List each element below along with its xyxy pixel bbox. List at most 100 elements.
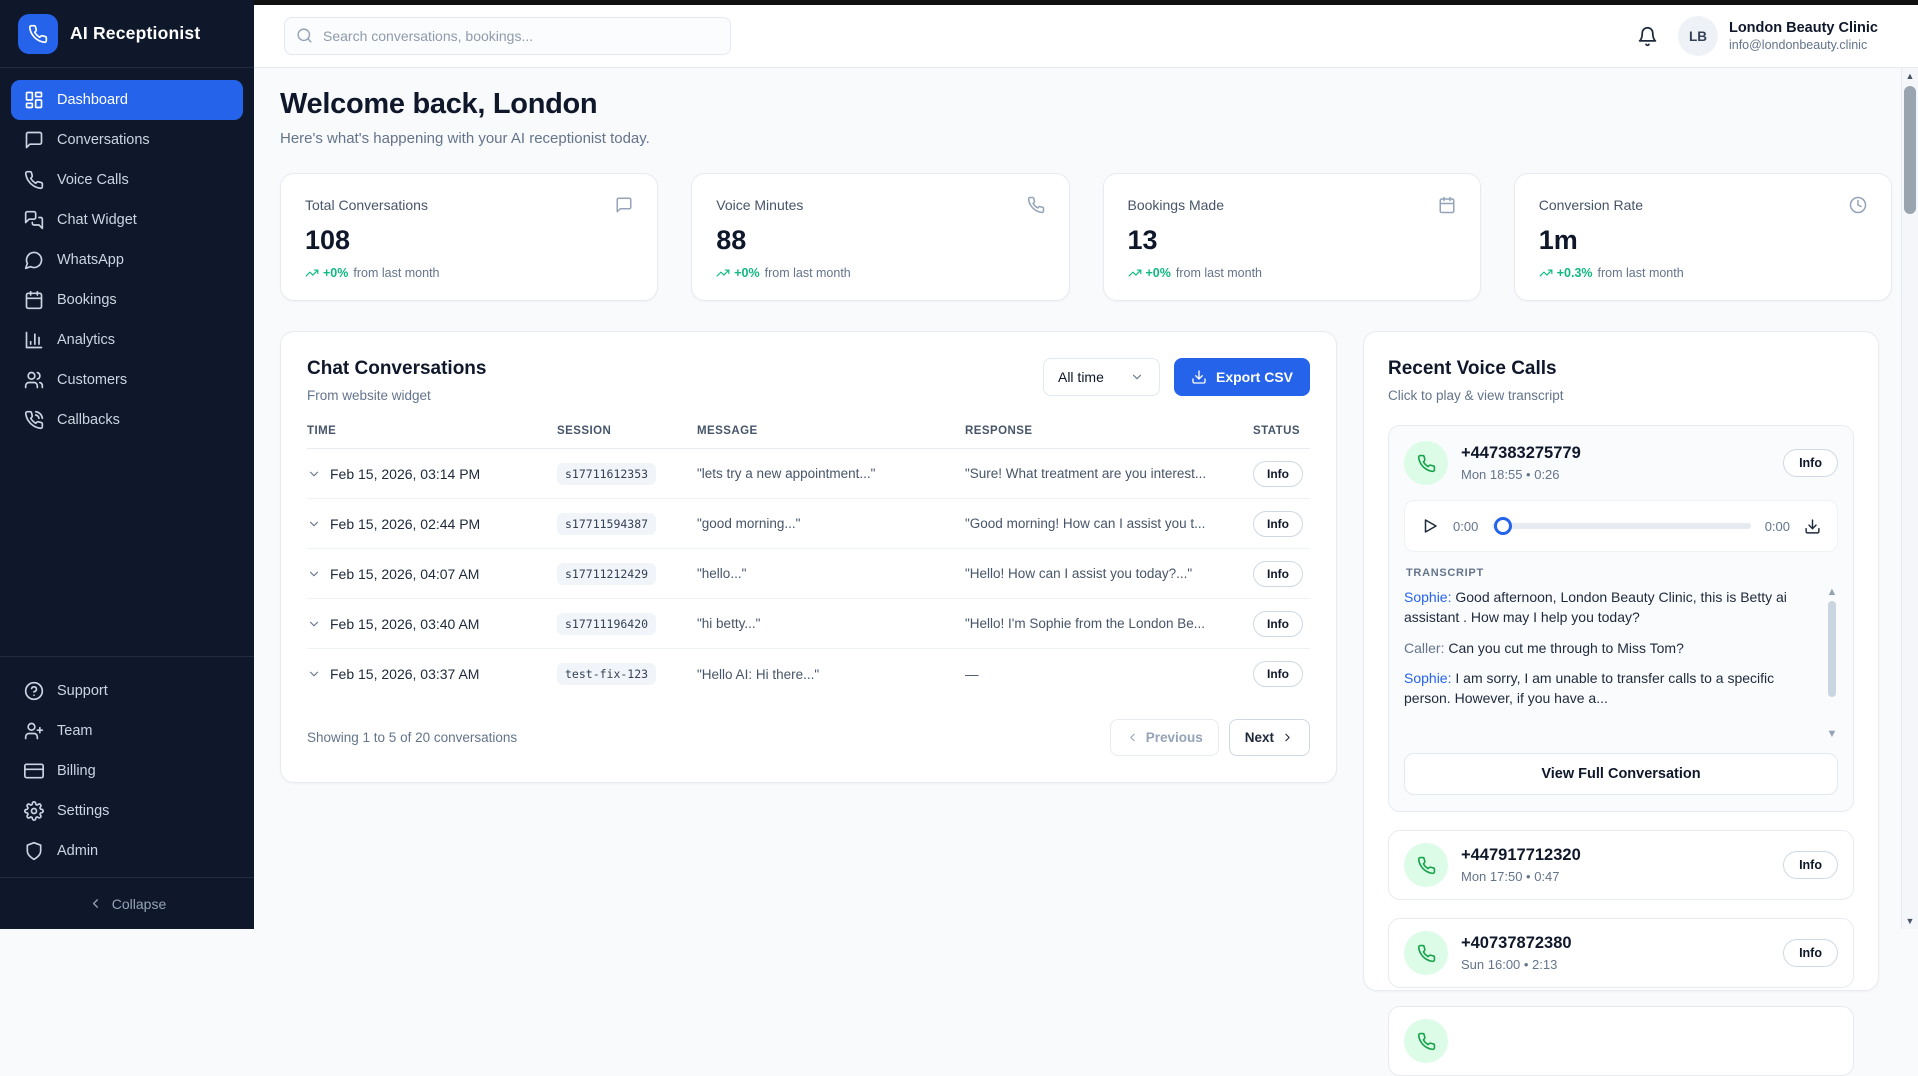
play-icon[interactable]	[1421, 517, 1439, 535]
phone-logo-icon	[18, 13, 58, 54]
sidebar-item-billing[interactable]: Billing	[11, 751, 243, 791]
stat-label: Total Conversations	[305, 197, 428, 213]
scrollbar-thumb[interactable]	[1828, 601, 1836, 697]
chevron-down-icon[interactable]	[307, 517, 321, 531]
user-email: info@londonbeauty.clinic	[1728, 38, 1868, 52]
sidebar-footer-nav: Support Team Billing Settings Admin	[0, 656, 254, 877]
time-filter-select[interactable]: All time	[1042, 358, 1160, 396]
sidebar-item-settings[interactable]: Settings	[11, 791, 243, 831]
player-current-time: 0:00	[1453, 518, 1479, 534]
sidebar-item-label: Settings	[57, 803, 110, 819]
info-button[interactable]: Info	[1783, 939, 1838, 967]
info-button[interactable]: Info	[1253, 510, 1303, 537]
session-badge: s17711212429	[557, 562, 657, 585]
sidebar-item-analytics[interactable]: Analytics	[11, 320, 243, 360]
chat-panel-subtitle: From website widget	[307, 388, 431, 403]
table-row[interactable]: Feb 15, 2026, 03:40 AM s17711196420 "hi …	[307, 599, 1310, 649]
voice-call-row[interactable]: +447917712320 Mon 17:50 • 0:47 Info	[1388, 830, 1854, 900]
call-number: +447383275779	[1461, 444, 1581, 462]
column-header-status: STATUS	[1253, 425, 1300, 437]
view-full-conversation-button[interactable]: View Full Conversation	[1404, 753, 1838, 795]
page-subtitle: Here's what's happening with your AI rec…	[280, 130, 650, 147]
sidebar-item-label: Customers	[57, 372, 128, 388]
trend-up-icon	[305, 266, 319, 280]
sidebar-item-team[interactable]: Team	[11, 711, 243, 751]
page-scrollbar[interactable]: ▲ ▼	[1901, 68, 1918, 929]
scroll-down-icon[interactable]: ▼	[1826, 728, 1838, 740]
user-menu[interactable]: LB London Beauty Clinic info@londonbeaut…	[1677, 16, 1878, 56]
voice-call-expanded: +447383275779 Mon 18:55 • 0:26 Info 0:00…	[1388, 425, 1854, 812]
table-row[interactable]: Feb 15, 2026, 04:07 AM s17711212429 "hel…	[307, 549, 1310, 599]
chevron-down-icon[interactable]	[307, 667, 321, 681]
export-csv-button[interactable]: Export CSV	[1173, 358, 1310, 396]
row-time: Feb 15, 2026, 02:44 PM	[330, 515, 481, 532]
topbar-right: LB London Beauty Clinic info@londonbeaut…	[1637, 16, 1878, 56]
sidebar-item-dashboard[interactable]: Dashboard	[11, 80, 243, 120]
table-row[interactable]: Feb 15, 2026, 02:44 PM s17711594387 "goo…	[307, 499, 1310, 549]
notifications-bell-icon[interactable]	[1637, 26, 1658, 47]
row-time: Feb 15, 2026, 03:14 PM	[330, 465, 481, 482]
search-input[interactable]	[284, 17, 731, 55]
sidebar-item-admin[interactable]: Admin	[11, 831, 243, 871]
row-message: "hello..."	[697, 566, 747, 581]
info-button[interactable]: Info	[1253, 610, 1303, 637]
row-response: —	[965, 666, 979, 682]
sidebar-item-label: Voice Calls	[57, 172, 129, 188]
gear-icon	[24, 801, 44, 821]
info-button[interactable]: Info	[1253, 560, 1303, 587]
voice-call-row-partial[interactable]	[1388, 1006, 1854, 1076]
player-slider-knob[interactable]	[1494, 517, 1513, 535]
row-message: "hi betty..."	[697, 616, 761, 631]
sidebar-item-conversations[interactable]: Conversations	[11, 120, 243, 160]
info-button[interactable]: Info	[1783, 449, 1838, 477]
info-button[interactable]: Info	[1253, 460, 1303, 487]
sidebar-item-whatsapp[interactable]: WhatsApp	[11, 240, 243, 280]
sidebar-item-bookings[interactable]: Bookings	[11, 280, 243, 320]
sidebar-collapse-button[interactable]: Collapse	[0, 877, 254, 929]
stat-label: Voice Minutes	[716, 197, 804, 213]
chat-widget-icon	[24, 210, 44, 230]
phone-icon	[1027, 196, 1045, 214]
sidebar-item-customers[interactable]: Customers	[11, 360, 243, 400]
main-area: LB London Beauty Clinic info@londonbeaut…	[254, 0, 1918, 1076]
transcript-label: TRANSCRIPT	[1406, 567, 1484, 579]
sidebar-item-callbacks[interactable]: Callbacks	[11, 400, 243, 440]
page-title: Welcome back, London	[280, 88, 598, 120]
sidebar-item-voice-calls[interactable]: Voice Calls	[11, 160, 243, 200]
table-row[interactable]: Feb 15, 2026, 03:37 AM test-fix-123 "Hel…	[307, 649, 1310, 699]
stat-card-voice-minutes: Voice Minutes 88 +0% from last month	[691, 173, 1070, 301]
transcript-scrollbar[interactable]: ▲ ▼	[1826, 587, 1838, 739]
window-top-strip	[254, 0, 1918, 5]
previous-page-button[interactable]: Previous	[1109, 719, 1219, 756]
chevron-down-icon[interactable]	[307, 617, 321, 631]
trend-up-icon	[1539, 266, 1553, 280]
next-page-button[interactable]: Next	[1228, 719, 1310, 756]
recent-voice-calls-panel: Recent Voice Calls Click to play & view …	[1363, 331, 1879, 1076]
download-icon[interactable]	[1804, 518, 1821, 535]
scrollbar-thumb[interactable]	[1904, 86, 1916, 214]
chevron-down-icon[interactable]	[307, 567, 321, 581]
call-meta: Sun 16:00 • 2:13	[1461, 957, 1558, 972]
table-row[interactable]: Feb 15, 2026, 03:14 PM s17711612353 "let…	[307, 449, 1310, 499]
stat-value: 108	[305, 225, 351, 255]
call-meta: Mon 18:55 • 0:26	[1461, 467, 1560, 482]
call-number: +447917712320	[1461, 846, 1581, 864]
stat-trend: +0% from last month	[305, 266, 633, 280]
stat-label: Bookings Made	[1127, 197, 1225, 213]
sidebar-item-chat-widget[interactable]: Chat Widget	[11, 200, 243, 240]
audio-player: 0:00 0:00	[1404, 500, 1838, 552]
conversations-table: TIME SESSION MESSAGE RESPONSE STATUS Feb…	[307, 425, 1310, 699]
info-button[interactable]: Info	[1783, 851, 1838, 879]
download-icon	[1191, 369, 1207, 385]
stat-value: 88	[716, 225, 747, 255]
player-seek-slider[interactable]	[1492, 517, 1751, 535]
sidebar-spacer	[0, 440, 254, 656]
phone-icon	[1404, 441, 1448, 485]
info-button[interactable]: Info	[1253, 661, 1303, 687]
row-time: Feb 15, 2026, 03:37 AM	[330, 666, 480, 682]
scroll-down-icon[interactable]: ▼	[1905, 916, 1915, 926]
chevron-down-icon[interactable]	[307, 467, 321, 481]
sidebar-item-support[interactable]: Support	[11, 671, 243, 711]
scroll-up-icon[interactable]: ▲	[1905, 71, 1915, 81]
scroll-up-icon[interactable]: ▲	[1826, 587, 1838, 598]
